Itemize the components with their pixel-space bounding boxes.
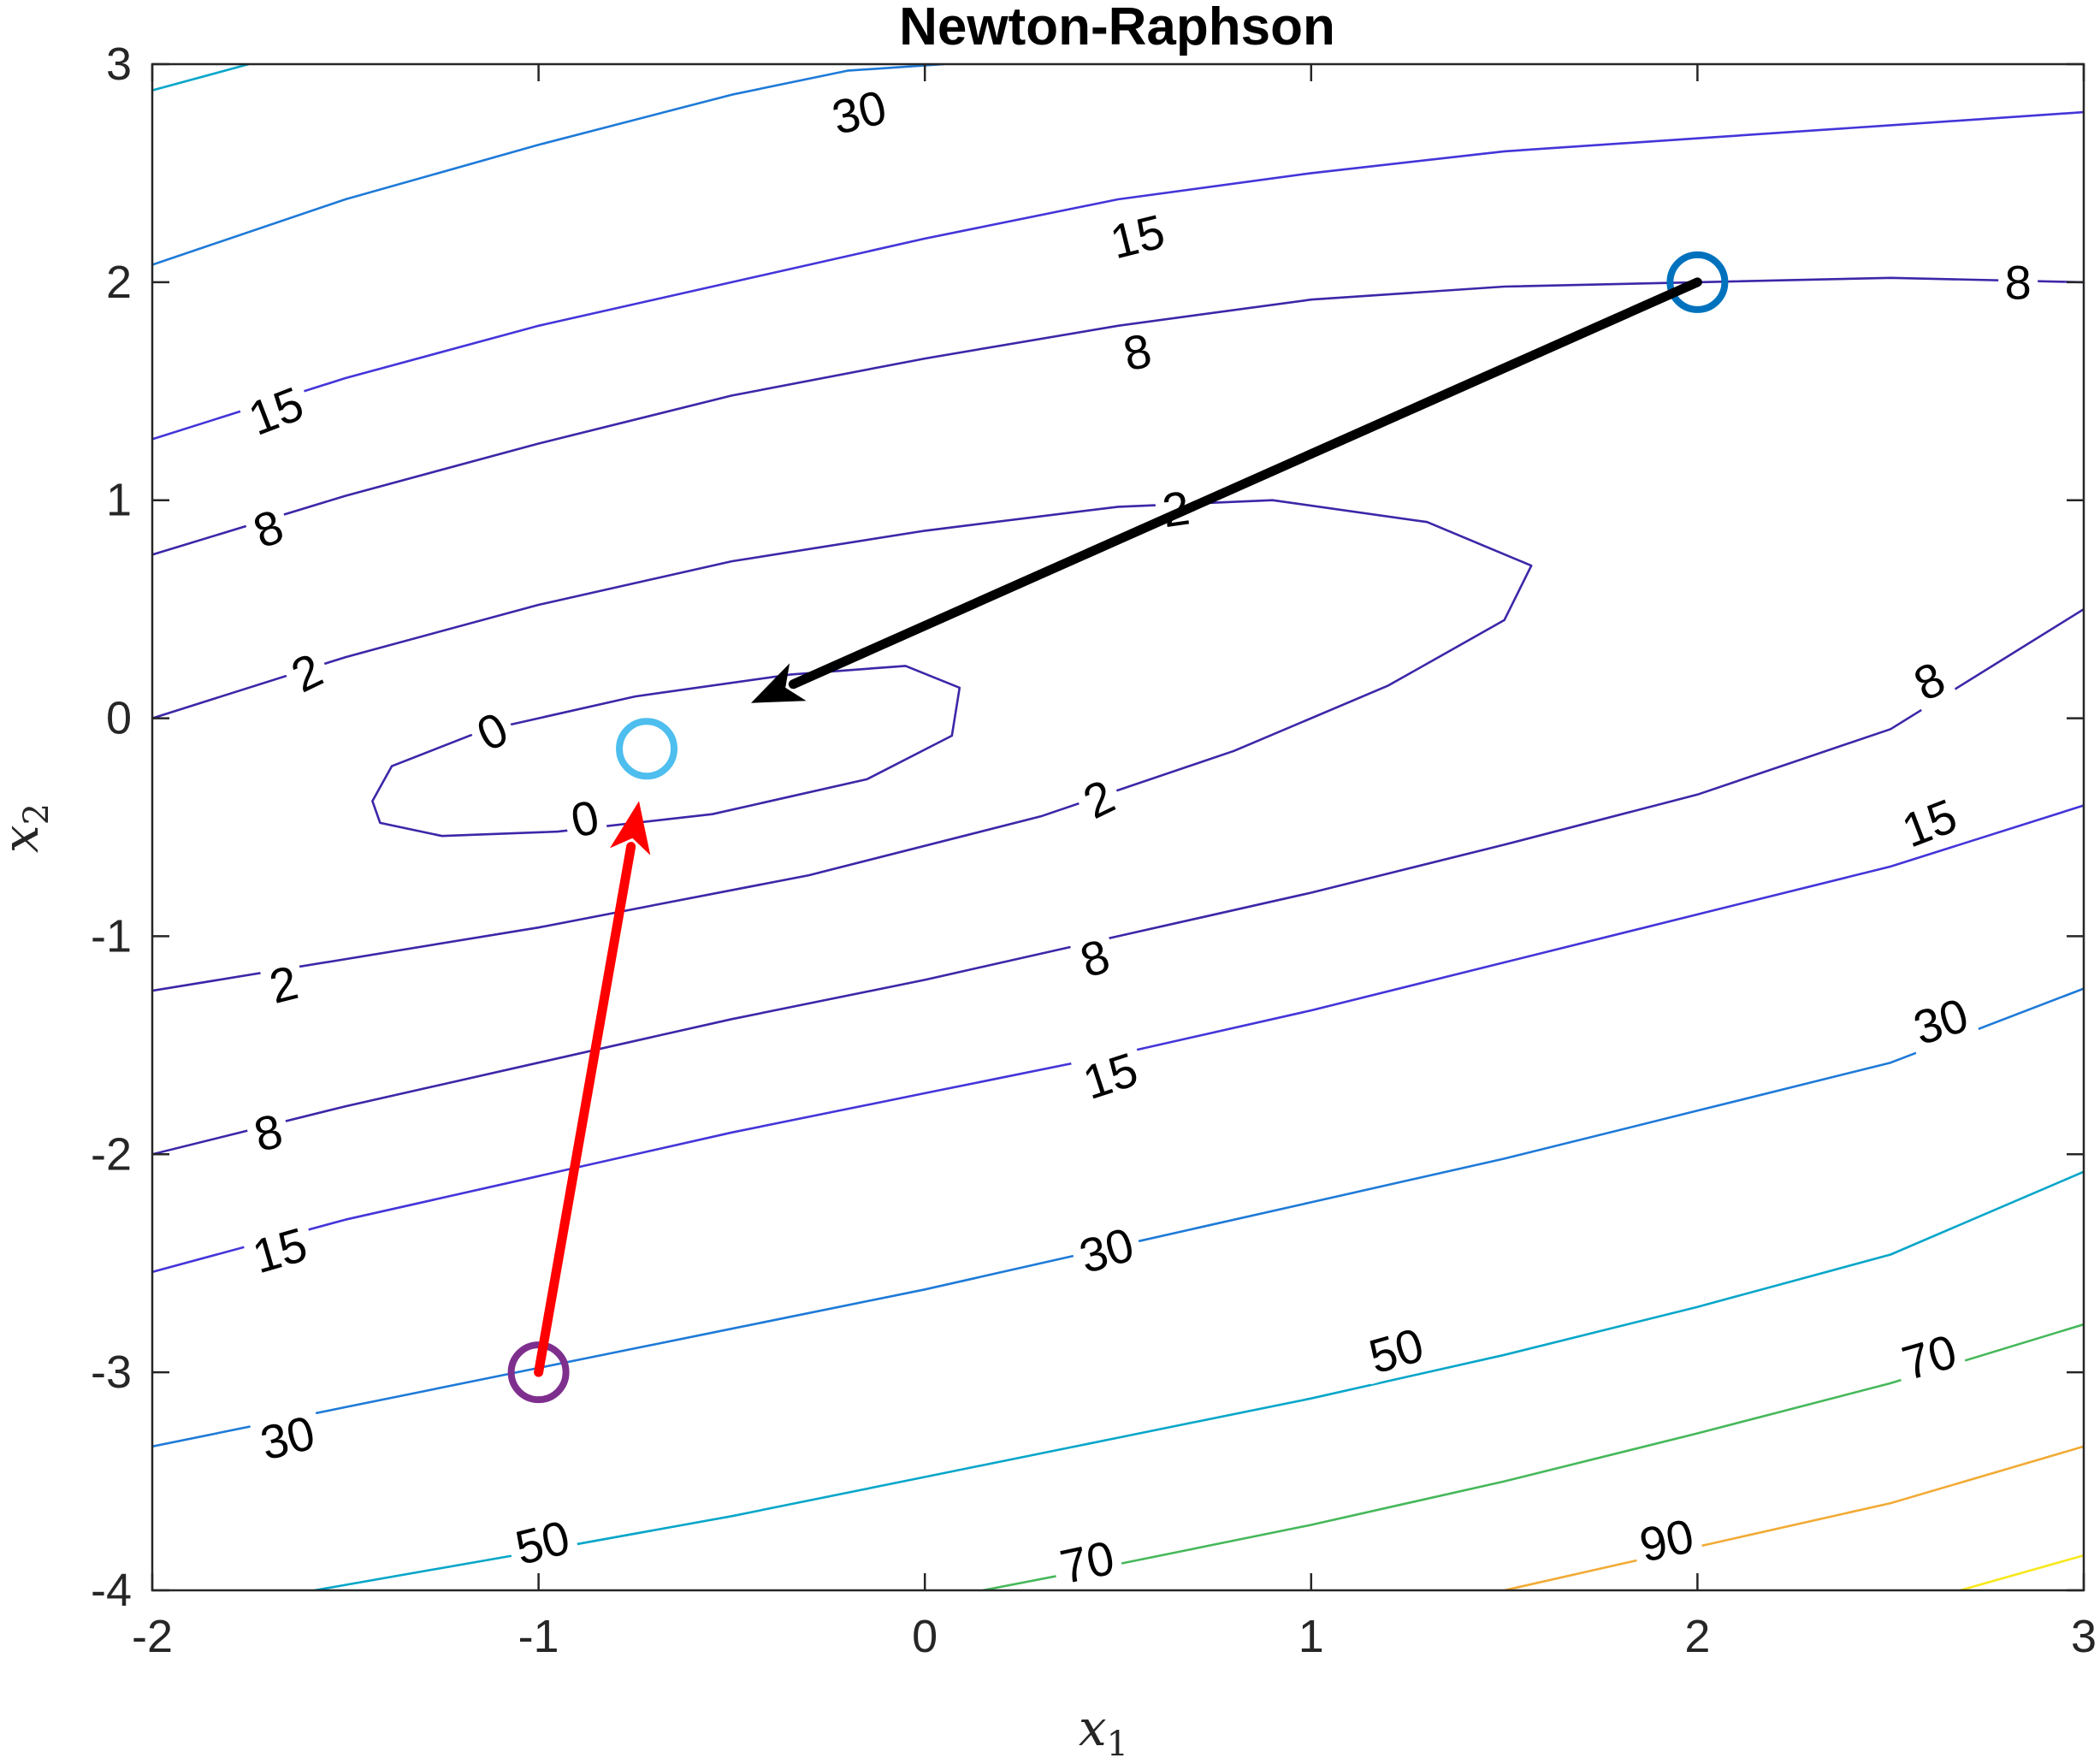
contour-label-bg: [1901, 986, 1981, 1057]
marker-layer: [507, 251, 1729, 1404]
contour-label-bg: [257, 954, 310, 1015]
contour-label-bg: [240, 497, 296, 560]
x-tick-label: 2: [1684, 1611, 1710, 1662]
contour-label-layer: 3015881582200281582153081530507030507090: [235, 79, 2038, 1595]
x-tick-label: -2: [132, 1611, 173, 1662]
x-tick-label: 3: [2071, 1611, 2097, 1662]
contour-label-19: 30: [1067, 1216, 1146, 1284]
contour-line-8-3: [152, 607, 2084, 1156]
contour-label-bg: [249, 1405, 327, 1471]
contour-label-1: 15: [1098, 203, 1176, 269]
contour-label-9: 0: [560, 789, 610, 848]
contour-label-bg: [463, 699, 522, 763]
step-arrow-shaft-0: [788, 277, 1702, 690]
contour-label-22: 30: [249, 1405, 327, 1471]
arrow-layer: [534, 277, 1702, 1377]
contour-label-bg: [1069, 767, 1128, 831]
contour-label-bg: [1900, 649, 1959, 713]
contour-label-17: 8: [242, 1103, 294, 1163]
contour-line-50-9: [314, 1170, 2084, 1590]
contour-label-bg: [1112, 323, 1162, 382]
contour-label-bg: [1889, 786, 1970, 859]
contour-label-bg: [820, 79, 898, 145]
iterate-marker-2: [616, 718, 678, 780]
contour-line-2-1: [152, 499, 1533, 992]
y-tick-label: 0: [106, 693, 132, 744]
contour-label-3: 8: [1998, 255, 2038, 309]
contour-label-bg: [277, 641, 336, 705]
x-tick-label: 0: [912, 1611, 938, 1662]
plot-frame: [151, 62, 2085, 1592]
contour-label-bg: [1068, 927, 1122, 989]
contour-label-text: 70: [1056, 1530, 1119, 1595]
step-arrow-head-1: [610, 801, 651, 855]
step-arrow-shaft-1: [534, 842, 636, 1377]
contour-label-text: 30: [827, 80, 892, 145]
contour-label-bg: [235, 375, 316, 447]
y-tick-label: -1: [91, 910, 132, 962]
y-tick-label: -2: [91, 1128, 132, 1180]
contour-line-8-2: [152, 276, 2084, 556]
contour-label-21: 70: [1890, 1323, 1969, 1391]
contour-label-2: 8: [1112, 323, 1162, 382]
contour-label-text: 50: [510, 1510, 575, 1575]
y-tick-label: -3: [91, 1347, 132, 1398]
contour-label-bg: [1098, 203, 1176, 269]
contour-line-30-6: [152, 64, 944, 266]
contour-label-text: 15: [1105, 204, 1170, 269]
contour-label-bg: [1067, 1216, 1146, 1284]
contour-label-bg: [1357, 1317, 1435, 1385]
iterate-marker-0: [1666, 251, 1729, 313]
contour-label-bg: [1049, 1530, 1126, 1595]
contour-label-bg: [242, 1103, 294, 1163]
contour-label-bg: [1070, 1040, 1151, 1111]
y-tick-label: 1: [106, 475, 132, 526]
y-axis-label: x2: [0, 803, 56, 853]
contour-label-24: 70: [1049, 1530, 1126, 1595]
x-axis-label: x1: [1079, 1699, 1128, 1758]
contour-label-7: 2: [277, 641, 336, 705]
y-tick-label: 3: [106, 38, 132, 90]
contour-label-bg: [1890, 1323, 1969, 1391]
contour-label-bg: [560, 789, 610, 848]
contour-label-14: 2: [257, 954, 310, 1015]
contour-line-90-11: [1504, 1445, 2084, 1590]
y-tick-label: -4: [91, 1565, 132, 1616]
contour-label-text: 30: [255, 1406, 320, 1471]
contour-label-text: 90: [1635, 1508, 1698, 1572]
contour-label-bg: [1628, 1507, 1705, 1572]
y-tick-label: 2: [106, 257, 132, 308]
chart-title: Newton-Raphson: [899, 0, 1335, 56]
step-arrow-head-0: [751, 663, 807, 703]
contour-label-23: 50: [504, 1509, 582, 1576]
contour-label-text: 8: [2005, 255, 2032, 309]
contour-label-bg: [1998, 256, 2038, 308]
tick-layer: -2 -1 0 1 2 3 -4 -3 -2 -1 0 1 2 3: [91, 38, 2097, 1662]
contour-label-25: 90: [1628, 1507, 1705, 1572]
contour-label-0: 30: [820, 79, 898, 145]
contour-label-bg: [240, 1216, 319, 1284]
x-tick-label: -1: [518, 1611, 559, 1662]
contour-line-50-8: [152, 64, 250, 92]
x-tick-label: 1: [1298, 1611, 1324, 1662]
contour-label-13: 8: [1068, 927, 1122, 989]
contour-line-15-4: [152, 110, 2084, 441]
iterate-marker-1: [507, 1341, 570, 1404]
contour-label-bg: [504, 1509, 582, 1576]
contour-line-top-12: [1960, 1554, 2084, 1590]
